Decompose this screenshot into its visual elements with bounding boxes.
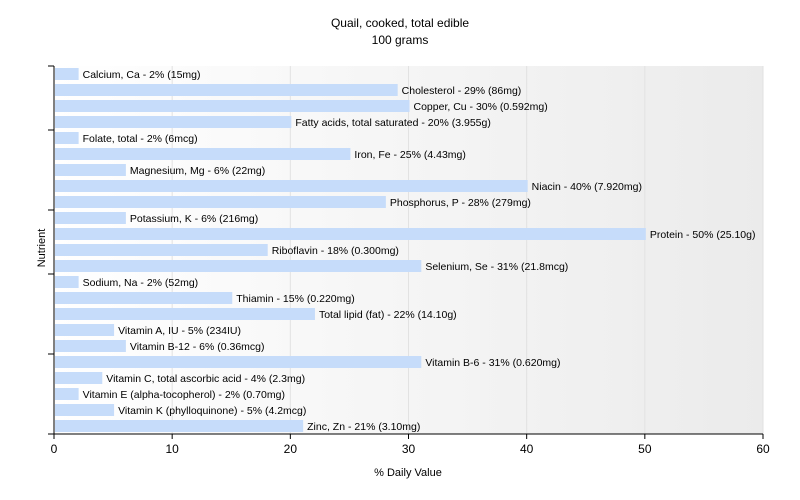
bar-label: Vitamin E (alpha-tocopherol) - 2% (0.70m… bbox=[83, 389, 285, 401]
chart-title: Quail, cooked, total edible bbox=[331, 16, 469, 30]
x-tick-label: 30 bbox=[402, 442, 416, 456]
bar bbox=[55, 404, 115, 416]
bar-label: Zinc, Zn - 21% (3.10mg) bbox=[307, 421, 420, 433]
chart-subtitle: 100 grams bbox=[372, 33, 429, 47]
bar bbox=[55, 132, 79, 144]
y-axis-label: Nutrient bbox=[36, 229, 48, 268]
bar-label: Vitamin C, total ascorbic acid - 4% (2.3… bbox=[106, 373, 305, 385]
bar-label: Iron, Fe - 25% (4.43mg) bbox=[354, 149, 465, 161]
bar-label: Fatty acids, total saturated - 20% (3.95… bbox=[295, 117, 491, 129]
bar bbox=[55, 212, 126, 224]
bar-label: Potassium, K - 6% (216mg) bbox=[130, 213, 258, 225]
bar-label: Riboflavin - 18% (0.300mg) bbox=[272, 245, 399, 257]
x-axis-label: % Daily Value bbox=[374, 467, 442, 479]
bar bbox=[55, 148, 351, 160]
bar bbox=[55, 308, 315, 320]
bar-label: Vitamin B-12 - 6% (0.36mcg) bbox=[130, 341, 265, 353]
bar-label: Folate, total - 2% (6mcg) bbox=[83, 133, 198, 145]
bars-group: Calcium, Ca - 2% (15mg) Cholesterol - 29%… bbox=[55, 68, 755, 433]
bar bbox=[55, 164, 126, 176]
bar bbox=[55, 244, 268, 256]
x-tick-label: 10 bbox=[165, 442, 179, 456]
x-tick-label: 50 bbox=[638, 442, 652, 456]
bar-label: Copper, Cu - 30% (0.592mg) bbox=[414, 101, 548, 113]
x-tick-label: 20 bbox=[284, 442, 298, 456]
x-tick-label: 40 bbox=[520, 442, 534, 456]
bar bbox=[55, 340, 126, 352]
bar bbox=[55, 276, 79, 288]
bar bbox=[55, 388, 79, 400]
bar-label: Vitamin B-6 - 31% (0.620mg) bbox=[425, 357, 560, 369]
bar bbox=[55, 68, 79, 80]
bar bbox=[55, 84, 398, 96]
bar bbox=[55, 260, 422, 272]
bar bbox=[55, 180, 528, 192]
bar-label: Protein - 50% (25.10g) bbox=[650, 229, 756, 241]
bar bbox=[55, 292, 233, 304]
axes-group: 0 10 20 30 40 50 60 bbox=[48, 65, 770, 456]
bar-label: Vitamin K (phylloquinone) - 5% (4.2mcg) bbox=[118, 405, 306, 417]
bar bbox=[55, 420, 304, 432]
bar bbox=[55, 196, 386, 208]
bar-label: Thiamin - 15% (0.220mg) bbox=[236, 293, 354, 305]
x-tick-label: 0 bbox=[51, 442, 58, 456]
bar-label: Total lipid (fat) - 22% (14.10g) bbox=[319, 309, 457, 321]
bar-label: Phosphorus, P - 28% (279mg) bbox=[390, 197, 531, 209]
bar-label: Cholesterol - 29% (86mg) bbox=[402, 85, 522, 97]
bar bbox=[55, 356, 422, 368]
bar-label: Sodium, Na - 2% (52mg) bbox=[83, 277, 199, 289]
bar-label: Magnesium, Mg - 6% (22mg) bbox=[130, 165, 265, 177]
bar bbox=[55, 100, 410, 112]
bar bbox=[55, 116, 292, 128]
bar-label: Selenium, Se - 31% (21.8mcg) bbox=[425, 261, 568, 273]
bar bbox=[55, 228, 646, 240]
bar-label: Calcium, Ca - 2% (15mg) bbox=[83, 69, 201, 81]
bar bbox=[55, 324, 115, 336]
bar bbox=[55, 372, 103, 384]
bar-label: Niacin - 40% (7.920mg) bbox=[532, 181, 642, 193]
x-tick-label: 60 bbox=[756, 442, 770, 456]
bar-label: Vitamin A, IU - 5% (234IU) bbox=[118, 325, 241, 337]
